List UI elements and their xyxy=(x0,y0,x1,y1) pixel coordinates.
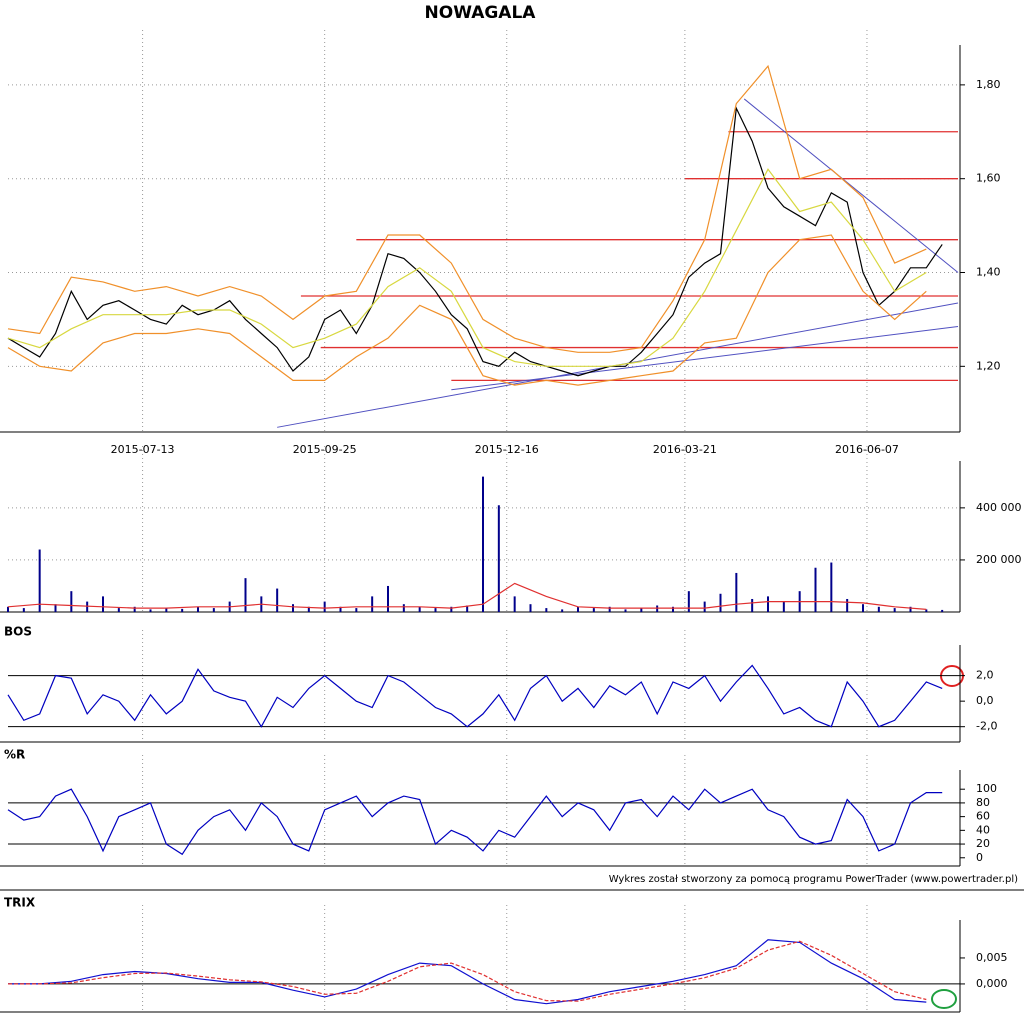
volume-bar xyxy=(893,608,896,612)
volume-bar xyxy=(7,606,9,612)
x-tick-label: 2015-12-16 xyxy=(475,443,539,456)
series-line xyxy=(7,168,927,367)
series-line xyxy=(8,940,927,1002)
volume-bar xyxy=(54,604,57,612)
volume-bar xyxy=(371,596,374,612)
y-tick-label: 60 xyxy=(976,810,990,823)
volume-bar xyxy=(497,505,500,612)
volume-bar xyxy=(307,606,310,612)
volume-bar xyxy=(672,606,674,612)
series-line xyxy=(7,664,943,728)
volume-bar xyxy=(577,606,579,612)
volume-bar xyxy=(529,604,532,612)
x-tick-label: 2016-06-07 xyxy=(835,443,899,456)
volume-bar xyxy=(640,608,643,612)
volume-bar xyxy=(513,596,516,612)
volume-bar xyxy=(70,591,73,612)
volume-bar xyxy=(782,601,785,612)
volume-bar xyxy=(102,596,104,612)
y-tick-label: 1,80 xyxy=(976,78,1001,91)
y-tick-label: 20 xyxy=(976,837,990,850)
y-tick-label: 2,0 xyxy=(976,669,994,682)
y-tick-label: 400 000 xyxy=(976,501,1022,514)
volume-bar xyxy=(941,609,944,612)
y-tick-label: 0 xyxy=(976,851,983,864)
volume-bar xyxy=(719,593,722,612)
volume-bar xyxy=(292,604,294,612)
volume-bar xyxy=(735,572,738,612)
volume-bar xyxy=(767,596,769,612)
volume-bar xyxy=(862,604,864,612)
y-tick-label: 1,20 xyxy=(976,359,1001,372)
series-line xyxy=(7,64,927,353)
volume-bar xyxy=(339,606,342,612)
y-tick-label: 0,000 xyxy=(976,977,1008,990)
volume-bar xyxy=(608,606,611,612)
volume-bar xyxy=(703,601,706,612)
volume-bar xyxy=(687,591,690,612)
volume-bar xyxy=(830,562,833,612)
series-line xyxy=(7,788,943,856)
volume-bar xyxy=(450,606,453,612)
trend-line xyxy=(743,98,959,273)
volume-bar xyxy=(814,567,817,612)
volume-bar xyxy=(133,606,136,612)
y-tick-label: 40 xyxy=(976,823,990,836)
y-tick-label: 1,40 xyxy=(976,266,1001,279)
volume-bar xyxy=(181,608,184,612)
series-line xyxy=(7,582,927,610)
panel-title: TRIX xyxy=(4,896,36,910)
volume-bar xyxy=(846,598,849,612)
x-tick-label: 2016-03-21 xyxy=(653,443,717,456)
volume-bar xyxy=(38,549,41,612)
y-tick-label: -2,0 xyxy=(976,720,997,733)
volume-bar xyxy=(925,609,928,612)
x-tick-label: 2015-09-25 xyxy=(293,443,357,456)
volume-bar xyxy=(418,606,421,612)
volume-bar xyxy=(86,601,89,612)
volume-bar xyxy=(545,608,548,612)
volume-bar xyxy=(212,608,215,612)
volume-bar xyxy=(751,598,754,612)
annotation-circle xyxy=(931,989,957,1009)
volume-bar xyxy=(482,476,484,612)
volume-bar xyxy=(909,606,912,612)
trend-line xyxy=(451,325,959,391)
volume-bar xyxy=(434,608,437,612)
volume-bar xyxy=(323,601,326,612)
volume-bar xyxy=(877,606,880,612)
footer: Wykres został stworzony za pomocą progra… xyxy=(609,874,1018,885)
volume-bar xyxy=(165,608,168,612)
volume-bar xyxy=(624,609,627,612)
y-tick-label: 80 xyxy=(976,796,990,809)
y-tick-label: 100 xyxy=(976,782,997,795)
panel-title: %R xyxy=(4,748,25,762)
volume-bar xyxy=(149,609,152,612)
volume-bar xyxy=(355,608,358,612)
chart-title: NOWAGALA xyxy=(425,3,537,23)
volume-bar xyxy=(592,608,595,612)
panel-title: BOS xyxy=(4,625,32,639)
volume-bar xyxy=(276,588,279,612)
series-line xyxy=(7,106,943,377)
volume-bar xyxy=(466,605,469,612)
volume-bar xyxy=(244,578,247,612)
volume-bar xyxy=(22,608,25,612)
volume-bar xyxy=(197,606,199,612)
volume-bar xyxy=(402,604,405,612)
y-tick-label: 0,005 xyxy=(976,951,1008,964)
series-line xyxy=(7,234,927,386)
y-tick-label: 200 000 xyxy=(976,553,1022,566)
volume-bar xyxy=(656,605,659,612)
volume-bar xyxy=(117,608,120,612)
volume-bar xyxy=(561,609,564,612)
volume-bar xyxy=(387,585,389,612)
y-tick-label: 1,60 xyxy=(976,172,1001,185)
x-tick-label: 2015-07-13 xyxy=(111,443,175,456)
y-tick-label: 0,0 xyxy=(976,694,994,707)
